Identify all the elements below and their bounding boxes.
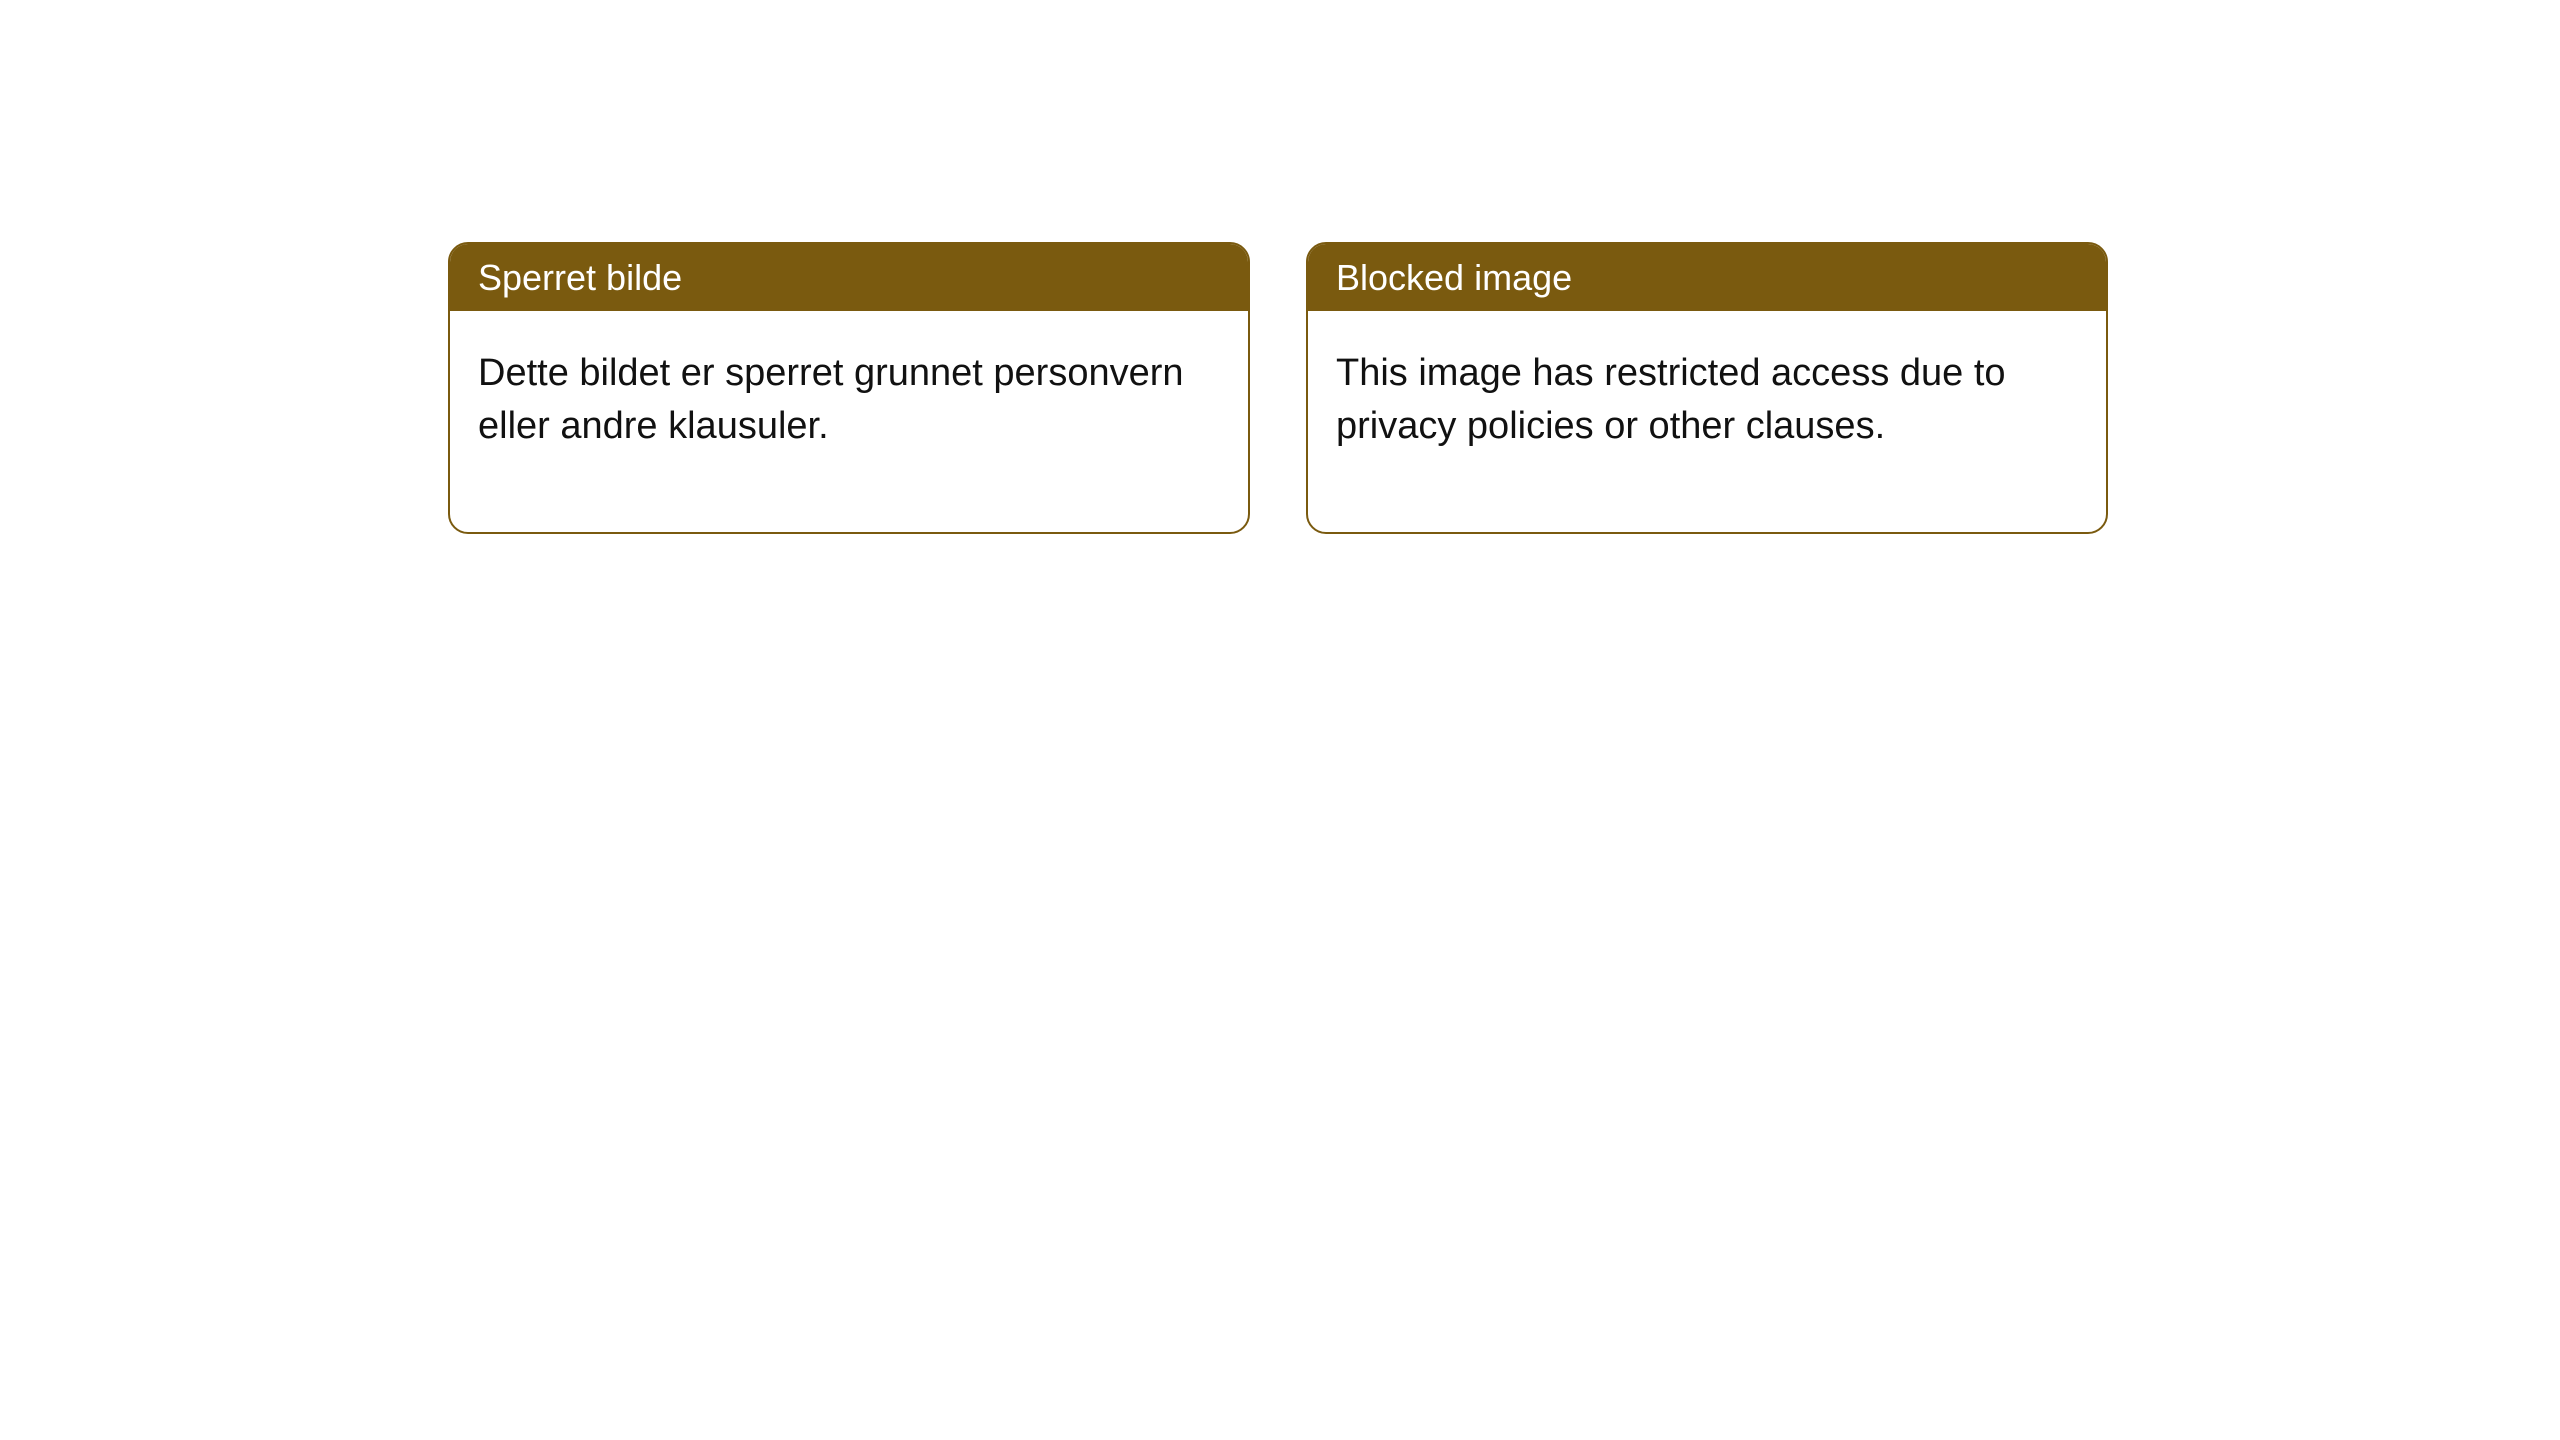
notice-container: Sperret bilde Dette bildet er sperret gr…: [448, 242, 2108, 534]
notice-card-norwegian: Sperret bilde Dette bildet er sperret gr…: [448, 242, 1250, 534]
notice-header: Blocked image: [1308, 244, 2106, 311]
notice-header: Sperret bilde: [450, 244, 1248, 311]
notice-body: This image has restricted access due to …: [1308, 311, 2106, 532]
notice-card-english: Blocked image This image has restricted …: [1306, 242, 2108, 534]
notice-body: Dette bildet er sperret grunnet personve…: [450, 311, 1248, 532]
